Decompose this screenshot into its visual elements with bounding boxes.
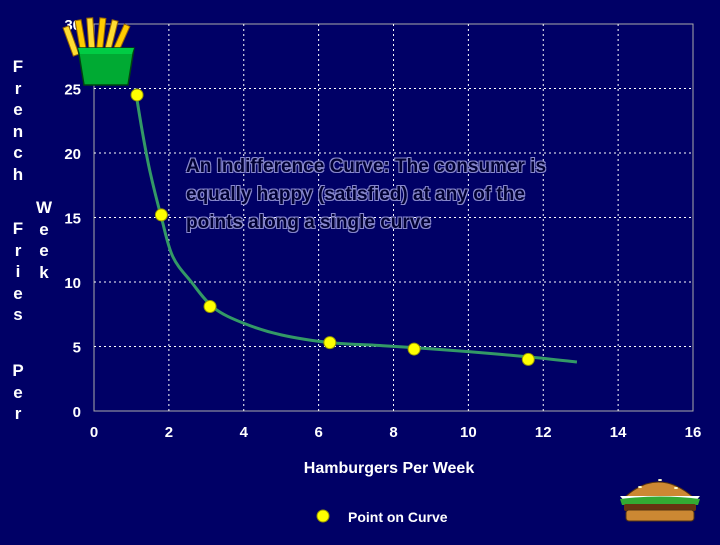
y-tick-label: 5 [73,340,81,357]
legend-label: Point on Curve [348,509,448,525]
y-axis-label-letter: e [39,219,49,239]
x-tick-label: 0 [90,424,98,441]
hamburger-icon [620,479,700,522]
y-axis-label-letter: e [13,100,23,120]
legend: Point on Curve [316,509,448,525]
y-axis-label-letter: i [15,262,21,282]
indifference-curve [133,88,578,364]
y-tick-label: 25 [64,82,81,99]
y-axis-label-letter: c [13,143,23,163]
x-tick-label: 10 [460,424,477,441]
y-tick-label: 20 [64,146,81,163]
curve-point [130,88,144,102]
curve-points [130,88,535,366]
curve-point [323,336,337,350]
curve-point [203,300,217,314]
y-axis-label-letter: k [39,262,49,282]
y-axis-label-letter: h [12,164,24,184]
y-axis-label-letter: r [14,78,22,98]
x-tick-label: 8 [389,424,397,441]
x-tick-label: 12 [535,424,552,441]
y-axis-label-letter: e [13,382,23,402]
y-tick-label: 10 [64,275,81,292]
chart-annotation: An Indifference Curve: The consumer is e… [186,156,547,233]
y-axis-label-letter: F [12,219,24,238]
legend-marker [316,509,330,523]
curve-point [407,342,421,356]
curve-point [521,352,535,366]
y-axis-label-letter: r [14,404,22,424]
y-tick-label: 15 [64,211,81,228]
x-tick-label: 16 [685,424,702,441]
french-fries-icon [62,17,135,86]
curve-point [154,208,168,222]
x-tick-label: 6 [314,424,322,441]
y-axis-label-letter: P [12,361,24,380]
x-axis-label: Hamburgers Per Week [304,460,475,477]
y-axis-label-letter: F [12,57,24,76]
y-axis-label-letter: e [13,283,23,303]
x-tick-label: 4 [240,424,249,441]
x-tick-label: 14 [610,424,627,441]
y-tick-label: 0 [73,404,81,421]
y-axis-label-letter: n [12,121,24,141]
x-tick-labels: 0 2 4 6 8 10 12 14 16 [90,424,702,441]
y-axis-label-letter: W [35,198,53,217]
x-tick-label: 2 [165,424,173,441]
y-axis-label-letter: e [39,241,49,261]
y-axis-label-letter: r [14,240,22,260]
y-axis-label-letter: s [13,305,23,325]
